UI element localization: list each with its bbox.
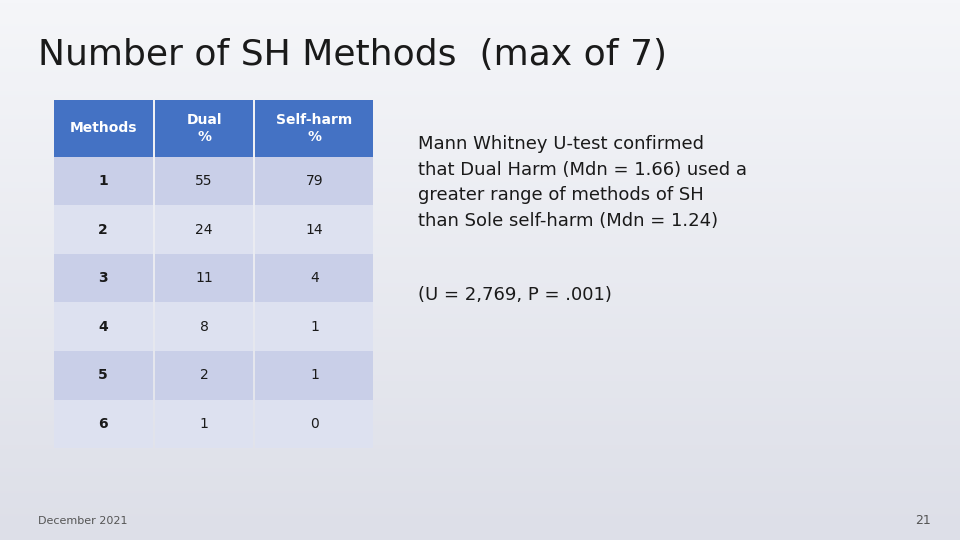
Text: 55: 55 [195,174,213,188]
Bar [255,100,373,157]
Text: (U = 2,769, P = .001): (U = 2,769, P = .001) [418,286,612,304]
Text: 5: 5 [98,368,108,382]
Bar [155,302,253,351]
Bar [155,157,253,205]
Text: December 2021: December 2021 [38,516,128,526]
Text: 79: 79 [305,174,324,188]
Bar [54,157,153,205]
Bar [54,100,153,157]
Bar [155,351,253,400]
Text: 2: 2 [200,368,208,382]
Text: 11: 11 [195,271,213,285]
Text: 1: 1 [310,368,319,382]
Text: Self-harm
%: Self-harm % [276,113,352,144]
Text: 3: 3 [98,271,108,285]
Text: Mann Whitney U-test confirmed
that Dual Harm (Mdn = 1.66) used a
greater range o: Mann Whitney U-test confirmed that Dual … [418,135,747,230]
Bar [155,400,253,448]
Text: 24: 24 [195,222,213,237]
Bar [255,400,373,448]
Bar [54,351,153,400]
Bar [255,254,373,302]
Bar [255,302,373,351]
Text: 2: 2 [98,222,108,237]
Text: 6: 6 [98,417,108,431]
Text: 21: 21 [916,514,931,526]
Bar [255,351,373,400]
Text: Dual
%: Dual % [186,113,222,144]
Text: 4: 4 [98,320,108,334]
Bar [155,254,253,302]
Bar [255,157,373,205]
Bar [54,254,153,302]
Bar [255,205,373,254]
Text: 8: 8 [200,320,208,334]
Bar [54,302,153,351]
Text: 14: 14 [305,222,324,237]
Text: 1: 1 [200,417,208,431]
Text: 4: 4 [310,271,319,285]
Bar [155,205,253,254]
Text: Methods: Methods [69,122,137,135]
Bar [155,100,253,157]
Bar [54,400,153,448]
Text: Number of SH Methods  (max of 7): Number of SH Methods (max of 7) [38,38,667,72]
Text: 1: 1 [98,174,108,188]
Bar [54,205,153,254]
Text: 0: 0 [310,417,319,431]
Text: 1: 1 [310,320,319,334]
